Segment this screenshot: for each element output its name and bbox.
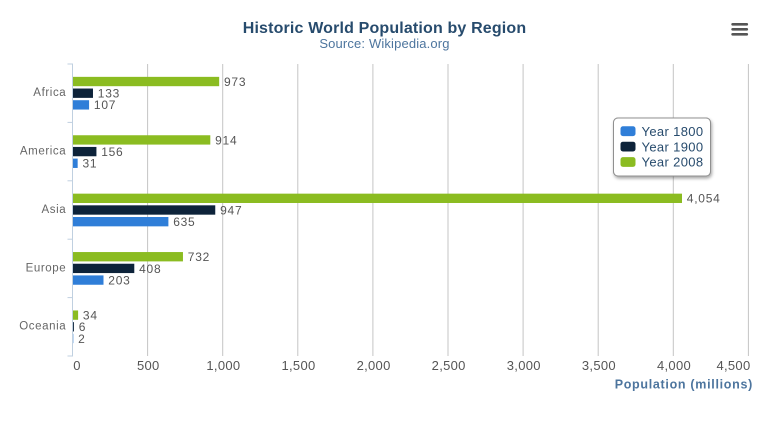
svg-text:914: 914 <box>215 133 237 147</box>
svg-text:Africa: Africa <box>33 87 66 99</box>
svg-text:3,000: 3,000 <box>507 358 541 373</box>
svg-text:3,500: 3,500 <box>582 358 616 373</box>
svg-text:107: 107 <box>94 98 116 112</box>
svg-text:Year 1900: Year 1900 <box>642 139 704 154</box>
svg-text:156: 156 <box>101 145 123 159</box>
svg-text:947: 947 <box>220 203 242 217</box>
svg-text:203: 203 <box>108 273 130 287</box>
svg-text:Population (millions): Population (millions) <box>615 378 753 392</box>
svg-text:408: 408 <box>139 262 161 276</box>
svg-text:Europe: Europe <box>26 262 67 274</box>
svg-text:1,000: 1,000 <box>206 358 240 373</box>
svg-text:732: 732 <box>188 250 210 264</box>
svg-text:America: America <box>20 146 66 158</box>
svg-text:Historic World Population by R: Historic World Population by Region <box>243 20 527 37</box>
svg-text:4,000: 4,000 <box>657 358 691 373</box>
svg-text:2: 2 <box>78 332 85 346</box>
svg-text:635: 635 <box>173 215 195 229</box>
svg-text:2,500: 2,500 <box>432 358 466 373</box>
svg-text:Oceania: Oceania <box>19 321 66 333</box>
svg-text:973: 973 <box>224 75 246 89</box>
svg-text:4,500: 4,500 <box>716 358 750 373</box>
svg-text:500: 500 <box>137 358 160 373</box>
svg-text:2,000: 2,000 <box>357 358 391 373</box>
svg-text:4,054: 4,054 <box>687 192 721 206</box>
svg-text:Year 2008: Year 2008 <box>642 155 704 170</box>
svg-text:1,500: 1,500 <box>281 358 315 373</box>
svg-text:Source: Wikipedia.org: Source: Wikipedia.org <box>319 36 449 51</box>
svg-text:Asia: Asia <box>42 204 67 216</box>
svg-text:31: 31 <box>83 157 98 171</box>
svg-text:0: 0 <box>73 358 80 373</box>
svg-text:Year 1800: Year 1800 <box>642 124 704 139</box>
